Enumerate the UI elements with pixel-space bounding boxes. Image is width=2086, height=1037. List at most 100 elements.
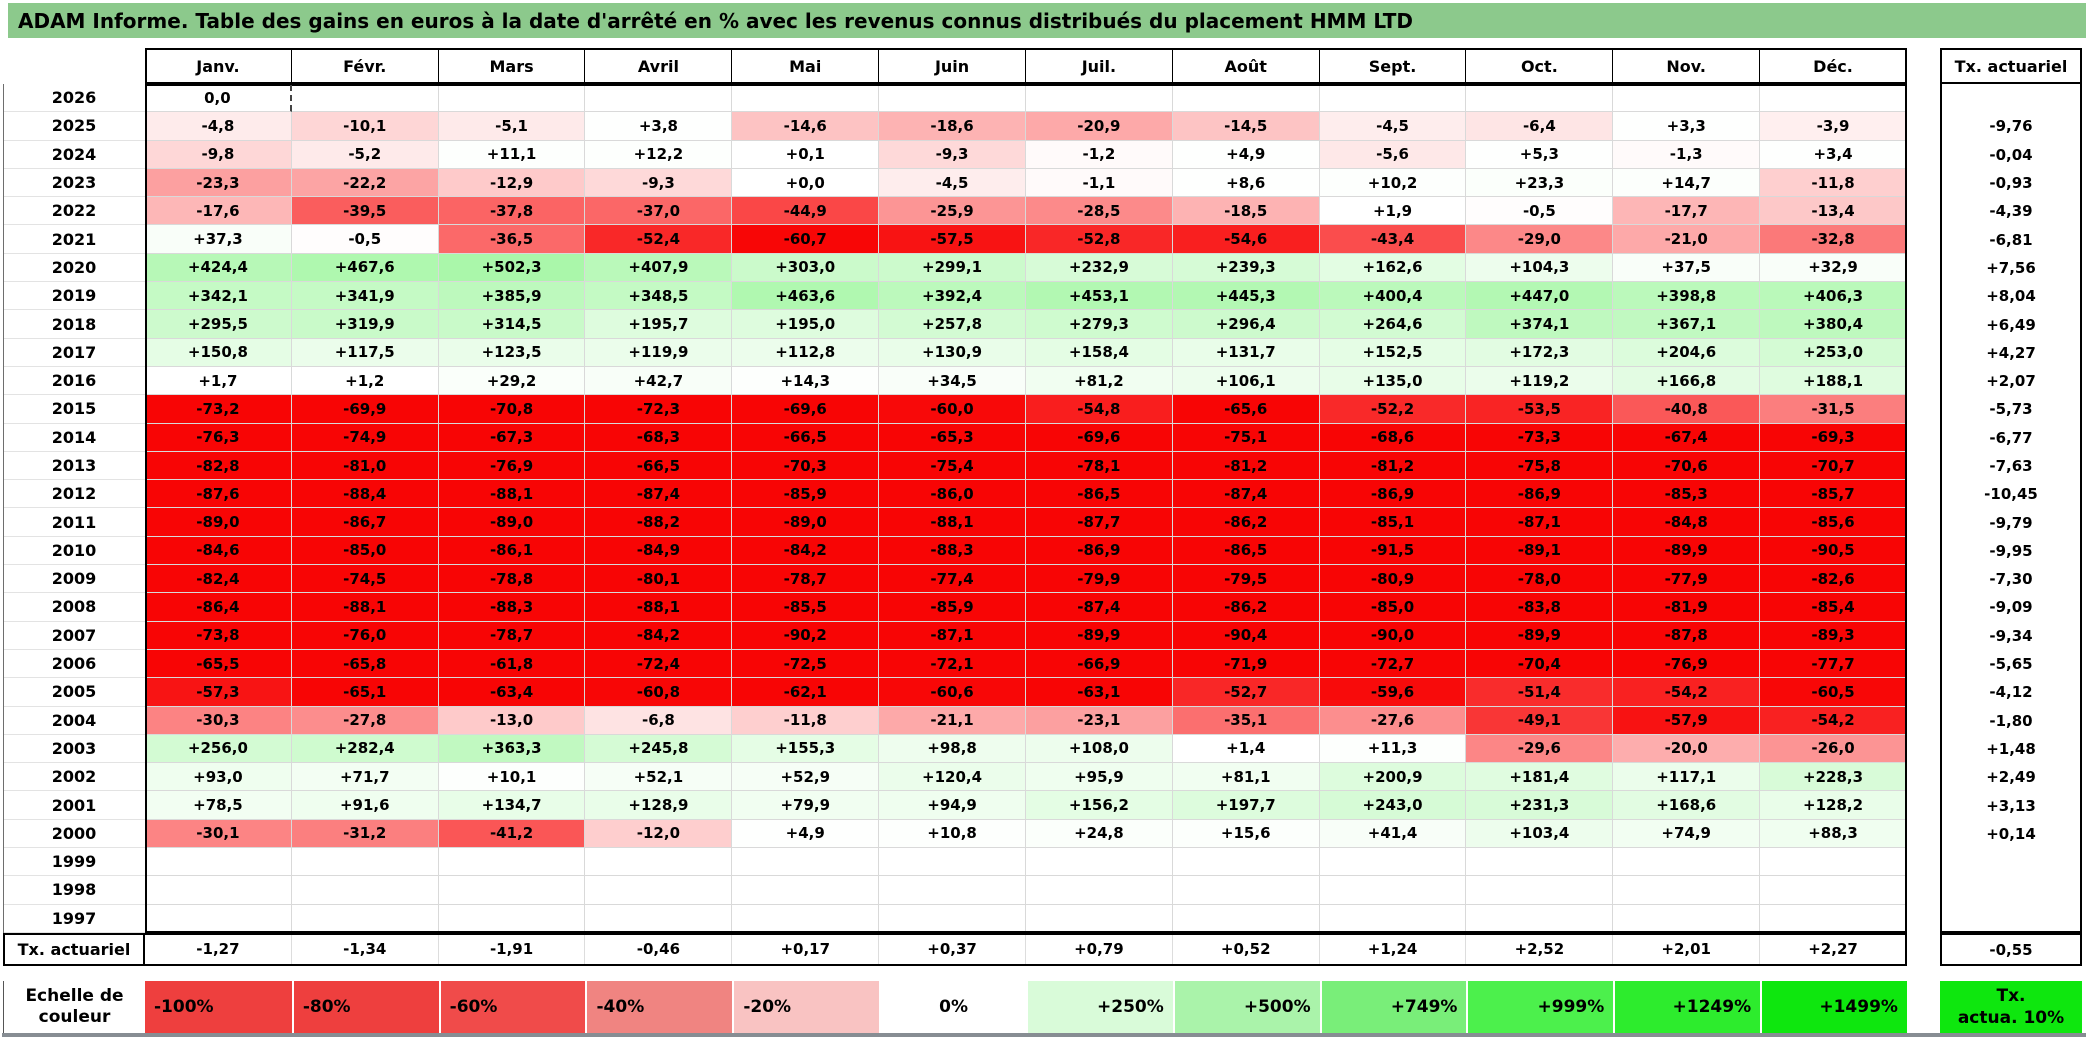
gain-cell[interactable] bbox=[291, 876, 439, 905]
gain-cell[interactable]: -67,4 bbox=[1613, 423, 1761, 452]
gain-cell[interactable] bbox=[438, 84, 586, 113]
gain-cell[interactable]: -74,5 bbox=[291, 565, 439, 594]
gain-cell[interactable]: -49,1 bbox=[1466, 706, 1614, 735]
gain-cell[interactable]: -84,8 bbox=[1613, 508, 1761, 537]
gain-cell[interactable]: -85,0 bbox=[1319, 593, 1467, 622]
gain-cell[interactable]: +374,1 bbox=[1466, 310, 1614, 339]
gain-cell[interactable] bbox=[585, 904, 733, 933]
gain-cell[interactable]: +117,5 bbox=[291, 338, 439, 367]
gain-cell[interactable] bbox=[1025, 876, 1173, 905]
gain-cell[interactable]: +0,0 bbox=[732, 168, 880, 198]
gain-cell[interactable]: -37,0 bbox=[585, 197, 733, 226]
gain-cell[interactable]: -62,1 bbox=[732, 678, 880, 707]
gain-cell[interactable]: -86,5 bbox=[1025, 480, 1173, 509]
gain-cell[interactable]: +162,6 bbox=[1319, 253, 1467, 283]
gain-cell[interactable]: +158,4 bbox=[1025, 338, 1173, 367]
gain-cell[interactable]: -79,9 bbox=[1025, 565, 1173, 594]
gain-cell[interactable]: +3,4 bbox=[1760, 140, 1907, 169]
gain-cell[interactable]: -21,1 bbox=[879, 706, 1026, 735]
gain-cell[interactable]: +181,4 bbox=[1466, 763, 1614, 792]
gain-cell[interactable]: +204,6 bbox=[1613, 338, 1761, 367]
gain-cell[interactable] bbox=[145, 876, 292, 905]
gain-cell[interactable]: +135,0 bbox=[1319, 366, 1467, 396]
gain-cell[interactable] bbox=[879, 84, 1026, 113]
gain-cell[interactable] bbox=[1025, 848, 1173, 877]
gain-cell[interactable] bbox=[438, 904, 586, 933]
gain-cell[interactable]: -6,8 bbox=[585, 706, 733, 735]
gain-cell[interactable]: -60,0 bbox=[879, 395, 1026, 424]
gain-cell[interactable]: +367,1 bbox=[1613, 310, 1761, 339]
gain-cell[interactable] bbox=[1760, 904, 1907, 933]
gain-cell[interactable]: +23,3 bbox=[1466, 168, 1614, 198]
gain-cell[interactable] bbox=[1466, 848, 1614, 877]
gain-cell[interactable]: -78,7 bbox=[438, 621, 586, 650]
gain-cell[interactable]: -82,6 bbox=[1760, 565, 1907, 594]
gain-cell[interactable]: -18,5 bbox=[1172, 197, 1320, 226]
gain-cell[interactable]: -13,0 bbox=[438, 706, 586, 735]
gain-cell[interactable]: -17,7 bbox=[1613, 197, 1761, 226]
gain-cell[interactable] bbox=[585, 876, 733, 905]
gain-cell[interactable]: +52,9 bbox=[732, 763, 880, 792]
gain-cell[interactable]: -35,1 bbox=[1172, 706, 1320, 735]
gain-cell[interactable]: +134,7 bbox=[438, 791, 586, 820]
gain-cell[interactable]: -54,8 bbox=[1025, 395, 1173, 424]
gain-cell[interactable]: +156,2 bbox=[1025, 791, 1173, 820]
gain-cell[interactable]: +197,7 bbox=[1172, 791, 1320, 820]
gain-cell[interactable]: +81,2 bbox=[1025, 366, 1173, 396]
gain-cell[interactable]: +117,1 bbox=[1613, 763, 1761, 792]
gain-cell[interactable]: -81,2 bbox=[1172, 451, 1320, 481]
gain-cell[interactable]: -30,1 bbox=[145, 819, 292, 849]
gain-cell[interactable]: -29,6 bbox=[1466, 734, 1614, 764]
gain-cell[interactable]: -69,6 bbox=[732, 395, 880, 424]
gain-cell[interactable]: -63,1 bbox=[1025, 678, 1173, 707]
gain-cell[interactable]: +1,4 bbox=[1172, 734, 1320, 764]
gain-cell[interactable]: -90,2 bbox=[732, 621, 880, 650]
gain-cell[interactable]: -6,4 bbox=[1466, 112, 1614, 141]
gain-cell[interactable]: +319,9 bbox=[291, 310, 439, 339]
gain-cell[interactable]: -11,8 bbox=[1760, 168, 1907, 198]
gain-cell[interactable]: +32,9 bbox=[1760, 253, 1907, 283]
gain-cell[interactable]: -60,8 bbox=[585, 678, 733, 707]
gain-cell[interactable]: -0,5 bbox=[1466, 197, 1614, 226]
gain-cell[interactable]: -72,4 bbox=[585, 649, 733, 679]
gain-cell[interactable]: +228,3 bbox=[1760, 763, 1907, 792]
gain-cell[interactable]: -65,5 bbox=[145, 649, 292, 679]
gain-cell[interactable]: -29,0 bbox=[1466, 225, 1614, 254]
gain-cell[interactable]: -90,4 bbox=[1172, 621, 1320, 650]
gain-cell[interactable]: -40,8 bbox=[1613, 395, 1761, 424]
gain-cell[interactable] bbox=[1172, 848, 1320, 877]
gain-cell[interactable]: -70,4 bbox=[1466, 649, 1614, 679]
gain-cell[interactable]: -53,5 bbox=[1466, 395, 1614, 424]
gain-cell[interactable]: -27,8 bbox=[291, 706, 439, 735]
gain-cell[interactable]: -80,1 bbox=[585, 565, 733, 594]
gain-cell[interactable]: +256,0 bbox=[145, 734, 292, 764]
gain-cell[interactable]: +166,8 bbox=[1613, 366, 1761, 396]
gain-cell[interactable]: -17,6 bbox=[145, 197, 292, 226]
gain-cell[interactable]: -10,1 bbox=[291, 112, 439, 141]
gain-cell[interactable]: -60,7 bbox=[732, 225, 880, 254]
gain-cell[interactable]: +467,6 bbox=[291, 253, 439, 283]
gain-cell[interactable]: +400,4 bbox=[1319, 282, 1467, 311]
gain-cell[interactable] bbox=[291, 848, 439, 877]
gain-cell[interactable]: -37,8 bbox=[438, 197, 586, 226]
gain-cell[interactable]: +385,9 bbox=[438, 282, 586, 311]
gain-cell[interactable]: -70,6 bbox=[1613, 451, 1761, 481]
gain-cell[interactable]: -1,3 bbox=[1613, 140, 1761, 169]
gain-cell[interactable]: +41,4 bbox=[1319, 819, 1467, 849]
gain-cell[interactable]: -87,8 bbox=[1613, 621, 1761, 650]
gain-cell[interactable]: -23,3 bbox=[145, 168, 292, 198]
gain-cell[interactable]: -43,4 bbox=[1319, 225, 1467, 254]
gain-cell[interactable]: +88,3 bbox=[1760, 819, 1907, 849]
gain-cell[interactable]: +150,8 bbox=[145, 338, 292, 367]
gain-cell[interactable]: +12,2 bbox=[585, 140, 733, 169]
gain-cell[interactable]: +303,0 bbox=[732, 253, 880, 283]
gain-cell[interactable]: +245,8 bbox=[585, 734, 733, 764]
gain-cell[interactable] bbox=[145, 848, 292, 877]
gain-cell[interactable]: -76,3 bbox=[145, 423, 292, 452]
gain-cell[interactable]: -73,2 bbox=[145, 395, 292, 424]
gain-cell[interactable]: +71,7 bbox=[291, 763, 439, 792]
gain-cell[interactable]: +231,3 bbox=[1466, 791, 1614, 820]
gain-cell[interactable]: +406,3 bbox=[1760, 282, 1907, 311]
gain-cell[interactable]: +29,2 bbox=[438, 366, 586, 396]
gain-cell[interactable] bbox=[1466, 876, 1614, 905]
